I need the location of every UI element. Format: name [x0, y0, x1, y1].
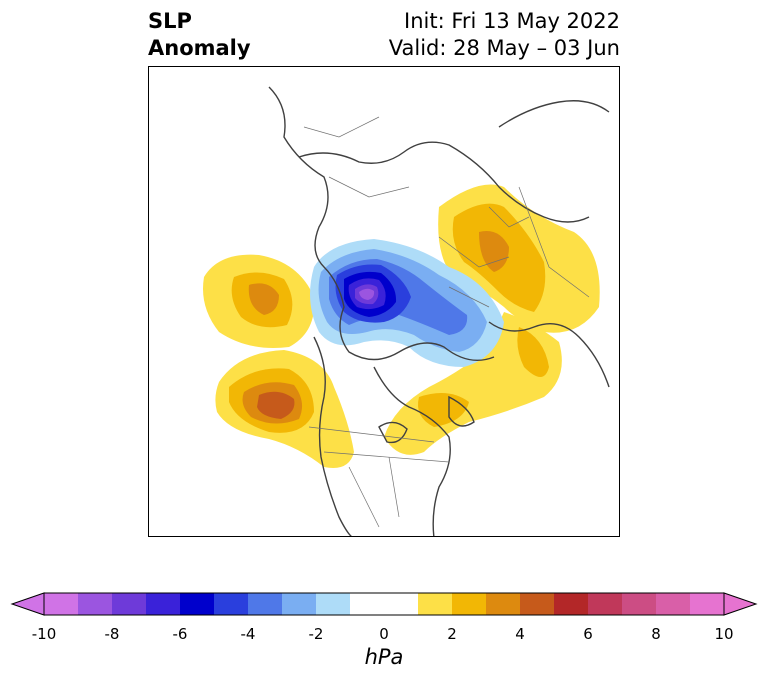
valid-range: Valid: 28 May – 03 Jun [388, 36, 620, 60]
colorbar-bin [588, 593, 623, 615]
colorbar-bin [418, 593, 453, 615]
colorbar [10, 590, 758, 620]
positive-anomaly-north-atlantic [384, 312, 562, 455]
positive-anomaly-siberia [438, 184, 600, 333]
colorbar-tick-label: -2 [308, 625, 324, 643]
colorbar-bin [350, 593, 385, 615]
colorbar-bin [690, 593, 725, 615]
colorbar-tick-label: -4 [240, 625, 256, 643]
colorbar-bin [282, 593, 317, 615]
colorbar-outline [43, 592, 725, 616]
map-panel [148, 66, 620, 537]
colorbar-tick-label: -6 [172, 625, 188, 643]
negative-anomaly-center-arctic [310, 239, 504, 367]
colorbar-unit-label: hPa [364, 645, 404, 669]
colorbar-bin [384, 593, 419, 615]
positive-anomaly-gulf-of-alaska [203, 254, 315, 348]
colorbar-bin [520, 593, 555, 615]
colorbar-bin [78, 593, 113, 615]
title-right: Init: Fri 13 May 2022 Valid: 28 May – 03… [389, 8, 620, 62]
colorbar-bin [554, 593, 589, 615]
colorbar-bin [452, 593, 487, 615]
anomaly-map [203, 86, 610, 536]
colorbar-over-arrow [723, 592, 758, 616]
init-date: Init: Fri 13 May 2022 [404, 9, 620, 33]
colorbar-tick-label: -8 [104, 625, 120, 643]
political-borders [303, 116, 590, 528]
title-variable: SLP [148, 9, 192, 33]
positive-anomaly-north-pacific [215, 350, 354, 468]
colorbar-tick-label: 4 [515, 625, 525, 643]
colorbar-tick-label: 0 [379, 625, 389, 643]
coastlines [268, 86, 610, 536]
colorbar-bin [146, 593, 181, 615]
colorbar-bin [622, 593, 657, 615]
colorbar-graphic [10, 592, 758, 616]
colorbar-bin [112, 593, 147, 615]
colorbar-tick-label: -10 [31, 625, 57, 643]
colorbar-tick-label: 2 [447, 625, 457, 643]
title-left: SLP Anomaly [148, 8, 251, 62]
title-type: Anomaly [148, 36, 251, 60]
colorbar-bin [656, 593, 691, 615]
colorbar-bin [214, 593, 249, 615]
colorbar-bin [44, 593, 79, 615]
colorbar-bin [316, 593, 351, 615]
colorbar-bin [486, 593, 521, 615]
colorbar-bin [248, 593, 283, 615]
colorbar-bin [180, 593, 215, 615]
colorbar-tick-label: 8 [651, 625, 661, 643]
colorbar-under-arrow [10, 592, 45, 616]
colorbar-tick-label: 10 [714, 625, 734, 643]
colorbar-tick-label: 6 [583, 625, 593, 643]
